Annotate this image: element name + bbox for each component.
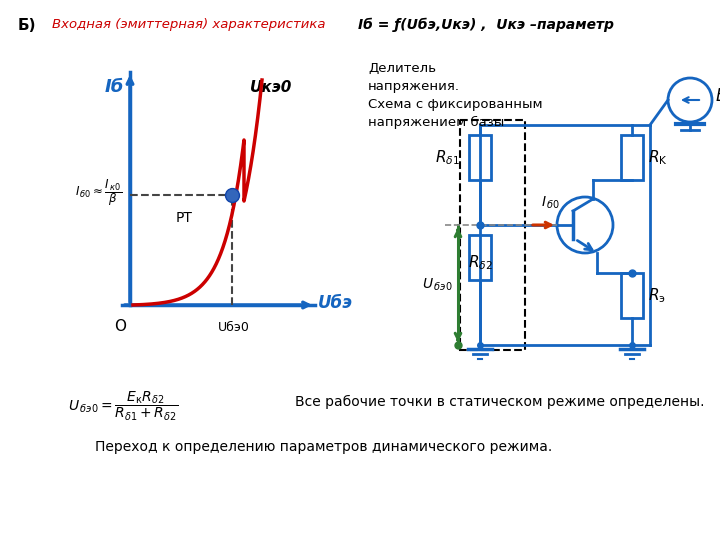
Text: Iб: Iб [104, 78, 124, 96]
Text: $R_\mathrm{K}$: $R_\mathrm{K}$ [648, 148, 667, 167]
Text: $I_{\,б0} \approx \dfrac{I_{\,к0}}{\beta}$: $I_{\,б0} \approx \dfrac{I_{\,к0}}{\beta… [75, 178, 122, 208]
Text: $R_\mathrm{\mathsf{э}}$: $R_\mathrm{\mathsf{э}}$ [648, 286, 666, 305]
Text: Все рабочие точки в статическом режиме определены.: Все рабочие точки в статическом режиме о… [295, 395, 704, 409]
Bar [469, 135, 491, 180]
Text: Uбэ: Uбэ [318, 294, 353, 312]
Bar [460, 120, 525, 350]
Bar [621, 273, 643, 318]
Text: $U_{\,б э0}$: $U_{\,б э0}$ [423, 277, 453, 293]
Text: $R_{\delta2}$: $R_{\delta2}$ [468, 253, 492, 272]
Text: Делитель
напряжения.
Схема с фиксированным
напряжением базы: Делитель напряжения. Схема с фиксированн… [368, 62, 543, 129]
Text: Б): Б) [18, 18, 37, 33]
Text: $E_\mathrm{к}$: $E_\mathrm{к}$ [715, 86, 720, 106]
Text: Uбэ0: Uбэ0 [218, 321, 250, 334]
Text: О: О [114, 319, 126, 334]
Text: Uкэ0: Uкэ0 [250, 80, 292, 95]
Text: РТ: РТ [176, 211, 192, 225]
Text: Входная (эмиттерная) характеристика: Входная (эмиттерная) характеристика [52, 18, 325, 31]
Text: $U_{\,б э0} = \dfrac{E_{\mathrm{к}} R_{\delta 2}}{R_{\delta 1} + R_{\delta 2}}$: $U_{\,б э0} = \dfrac{E_{\mathrm{к}} R_{\… [68, 390, 178, 423]
Bar [621, 135, 643, 180]
Bar [469, 235, 491, 280]
Text: Iб = ƒ(Uбэ,Uкэ) ,  Uкэ –параметр: Iб = ƒ(Uбэ,Uкэ) , Uкэ –параметр [358, 18, 614, 32]
Text: $R_{\delta1}$: $R_{\delta1}$ [435, 148, 460, 167]
Text: Переход к определению параметров динамического режима.: Переход к определению параметров динамич… [95, 440, 552, 454]
Text: $I_{\,б0}$: $I_{\,б0}$ [541, 194, 560, 211]
